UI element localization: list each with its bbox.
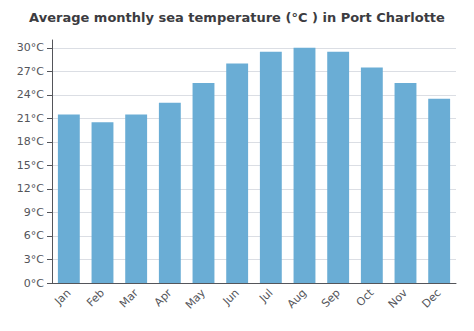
- svg-text:0°C: 0°C: [24, 277, 44, 290]
- svg-text:Sep: Sep: [319, 286, 343, 310]
- svg-text:Nov: Nov: [386, 286, 411, 311]
- svg-text:Oct: Oct: [354, 286, 377, 309]
- svg-text:15°C: 15°C: [17, 159, 44, 172]
- svg-text:27°C: 27°C: [17, 65, 44, 78]
- svg-text:3°C: 3°C: [24, 253, 44, 266]
- svg-text:Aug: Aug: [285, 286, 309, 310]
- svg-text:18°C: 18°C: [17, 135, 44, 148]
- svg-text:Dec: Dec: [420, 286, 444, 310]
- svg-text:24°C: 24°C: [17, 88, 44, 101]
- svg-text:Feb: Feb: [84, 286, 107, 309]
- svg-text:6°C: 6°C: [24, 229, 44, 242]
- svg-text:12°C: 12°C: [17, 182, 44, 195]
- svg-text:Jun: Jun: [220, 286, 242, 308]
- svg-text:Jul: Jul: [256, 286, 275, 305]
- svg-text:Apr: Apr: [152, 286, 175, 309]
- svg-text:May: May: [183, 286, 209, 312]
- svg-text:Jan: Jan: [52, 286, 74, 308]
- svg-text:Average monthly sea temperatur: Average monthly sea temperature (°C ) in…: [29, 10, 445, 25]
- svg-text:30°C: 30°C: [17, 41, 44, 54]
- svg-text:21°C: 21°C: [17, 112, 44, 125]
- svg-text:Mar: Mar: [117, 286, 141, 310]
- svg-text:9°C: 9°C: [24, 206, 44, 219]
